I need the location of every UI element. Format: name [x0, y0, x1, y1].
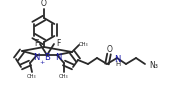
- Text: CH₃: CH₃: [39, 0, 49, 1]
- Text: CH₃: CH₃: [79, 43, 89, 47]
- Text: F: F: [56, 38, 60, 47]
- Text: O: O: [107, 45, 113, 54]
- Text: CH₃: CH₃: [27, 73, 37, 79]
- Text: N: N: [55, 52, 61, 61]
- Text: H: H: [115, 61, 121, 67]
- Text: +: +: [39, 59, 45, 64]
- Text: B: B: [44, 54, 50, 63]
- Text: F: F: [34, 38, 38, 47]
- Text: CH₃: CH₃: [59, 73, 69, 79]
- Text: N₃: N₃: [150, 61, 158, 70]
- Text: N: N: [33, 52, 39, 61]
- Text: O: O: [41, 0, 47, 8]
- Text: N: N: [114, 54, 120, 63]
